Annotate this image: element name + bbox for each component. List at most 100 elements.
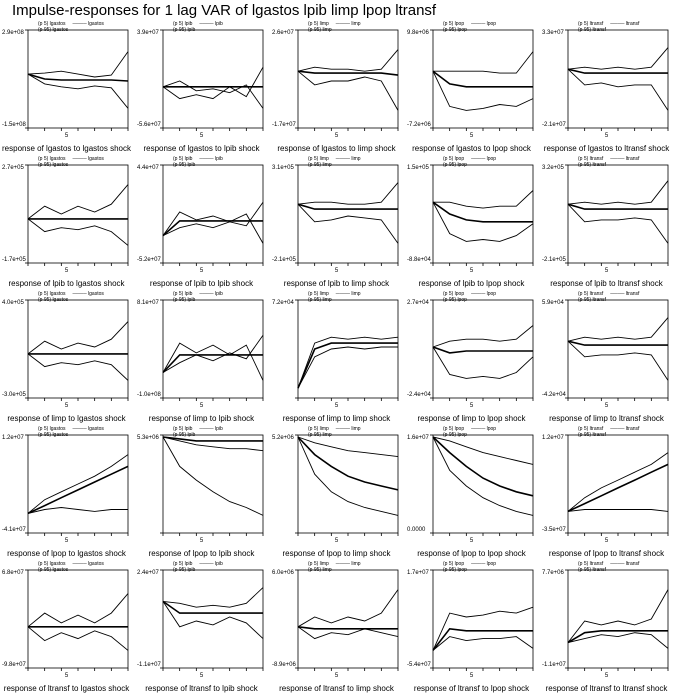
panel-caption: response of limp to lgastos shock — [0, 414, 133, 423]
panel-legend: (p 5) limp ──── limp (p 95) limp — [308, 291, 361, 303]
panel-legend: (p 5) ltransf ──── ltransf (p 95) ltrans… — [578, 561, 639, 573]
x-axis-tick: 5 — [470, 133, 473, 139]
chart-panel: (p 5) limp ──── limp (p 95) limp 5.2e+06 5… — [270, 425, 403, 558]
y-axis-min: -3.0e+05 — [2, 392, 26, 398]
panel-caption: response of lpop to limp shock — [270, 549, 403, 558]
y-axis-min: -5.2e+07 — [137, 257, 161, 263]
panel-legend: (p 5) lpib ──── lpib (p 95) lpib — [173, 561, 223, 573]
chart-panel: (p 5) ltransf ──── ltransf (p 95) ltrans… — [540, 425, 673, 558]
chart-panel: (p 5) limp ──── limp (p 95) limp6.0e+06-… — [270, 560, 403, 693]
y-axis-max: 8.1e+07 — [137, 300, 159, 306]
y-axis-max: 5.3e+06 — [137, 435, 159, 441]
chart-panel: (p 5) lpib ──── lpib (p 95) lpib4.4e+07-… — [135, 155, 268, 288]
x-axis-tick: 5 — [200, 538, 203, 544]
y-axis-max: 3.3e+07 — [542, 30, 564, 36]
y-axis-min: -1.5e+08 — [2, 122, 26, 128]
panel-legend: (p 5) limp ──── limp (p 95) limp — [308, 561, 361, 573]
y-axis-min: -3.5e+07 — [542, 527, 566, 533]
y-axis-max: 7.7e+06 — [542, 570, 564, 576]
chart-panel: (p 5) ltransf ──── ltransf (p 95) ltrans… — [540, 560, 673, 693]
panel-legend: (p 5) limp ──── limp (p 95) limp — [308, 426, 361, 438]
x-axis-tick: 5 — [335, 673, 338, 679]
panel-caption: response of ltransf to ltransf shock — [540, 684, 673, 693]
panel-legend: (p 5) lgastos ──── lgastos (p 95) lgasto… — [38, 21, 104, 33]
x-axis-tick: 5 — [200, 403, 203, 409]
x-axis-tick: 5 — [335, 538, 338, 544]
panel-legend: (p 5) ltransf ──── ltransf (p 95) ltrans… — [578, 426, 639, 438]
y-axis-max: 4.4e+07 — [137, 165, 159, 171]
panel-legend: (p 5) lpop ──── lpop (p 95) lpop — [443, 291, 496, 303]
y-axis-max: 5.2e+06 — [272, 435, 294, 441]
panel-legend: (p 5) lgastos ──── lgastos (p 95) lgasto… — [38, 561, 104, 573]
y-axis-max: 6.8e+07 — [2, 570, 24, 576]
x-axis-tick: 5 — [605, 538, 608, 544]
y-axis-min: -1.0e+08 — [137, 392, 161, 398]
x-axis-tick: 5 — [335, 268, 338, 274]
x-axis-tick: 5 — [200, 133, 203, 139]
y-axis-max: 2.4e+07 — [137, 570, 159, 576]
y-axis-min: -2.1e+05 — [542, 257, 566, 263]
chart-panel: (p 5) lgastos ──── lgastos (p 95) lgasto… — [0, 20, 133, 153]
x-axis-tick: 5 — [605, 403, 608, 409]
y-axis-max: 6.0e+06 — [272, 570, 294, 576]
chart-panel: (p 5) lgastos ──── lgastos (p 95) lgasto… — [0, 155, 133, 288]
chart-panel: (p 5) lgastos ──── lgastos (p 95) lgasto… — [0, 425, 133, 558]
panel-grid: (p 5) lgastos ──── lgastos (p 95) lgasto… — [0, 20, 673, 693]
chart-panel: (p 5) ltransf ──── ltransf (p 95) ltrans… — [540, 20, 673, 153]
panel-legend: (p 5) lpib ──── lpib (p 95) lpib — [173, 291, 223, 303]
panel-caption: response of lgastos to limp shock — [270, 144, 403, 153]
y-axis-max: 2.7e+04 — [407, 300, 429, 306]
panel-caption: response of lpib to limp shock — [270, 279, 403, 288]
chart-panel: (p 5) lpib ──── lpib (p 95) lpib3.9e+07-… — [135, 20, 268, 153]
y-axis-min: -1.7e+05 — [2, 257, 26, 263]
y-axis-max: 1.2e+07 — [542, 435, 564, 441]
chart-panel: (p 5) lpib ──── lpib (p 95) lpib5.3e+065… — [135, 425, 268, 558]
panel-caption: response of ltransf to lgastos shock — [0, 684, 133, 693]
panel-legend: (p 5) limp ──── limp (p 95) limp — [308, 21, 361, 33]
panel-legend: (p 5) lpop ──── lpop (p 95) lpop — [443, 426, 496, 438]
x-axis-tick: 5 — [335, 133, 338, 139]
y-axis-max: 7.2e+04 — [272, 300, 294, 306]
x-axis-tick: 5 — [605, 268, 608, 274]
y-axis-max: 1.5e+05 — [407, 165, 429, 171]
chart-panel: (p 5) ltransf ──── ltransf (p 95) ltrans… — [540, 290, 673, 423]
panel-legend: (p 5) lpop ──── lpop (p 95) lpop — [443, 561, 496, 573]
y-axis-max: 1.6e+07 — [407, 435, 429, 441]
page-title: Impulse-responses for 1 lag VAR of lgast… — [12, 2, 436, 19]
chart-panel: (p 5) lpop ──── lpop (p 95) lpop 1.5e+05 -… — [405, 155, 538, 288]
panel-legend: (p 5) lpop ──── lpop (p 95) lpop — [443, 21, 496, 33]
x-axis-tick: 5 — [470, 673, 473, 679]
panel-caption: response of limp to lpop shock — [405, 414, 538, 423]
x-axis-tick: 5 — [65, 268, 68, 274]
chart-panel: (p 5) lpib ──── lpib (p 95) lpib2.4e+07-… — [135, 560, 268, 693]
x-axis-tick: 5 — [65, 538, 68, 544]
panel-legend: (p 5) lpop ──── lpop (p 95) lpop — [443, 156, 496, 168]
panel-caption: response of lpop to lpop shock — [405, 549, 538, 558]
y-axis-min: -2.1e+05 — [272, 257, 296, 263]
chart-panel: (p 5) lpop ──── lpop (p 95) lpop1.7e+07-… — [405, 560, 538, 693]
y-axis-max: 2.9e+08 — [2, 30, 24, 36]
y-axis-min: -5.4e+07 — [407, 662, 431, 668]
y-axis-max: 2.7e+05 — [2, 165, 24, 171]
panel-legend: (p 5) lpib ──── lpib (p 95) lpib — [173, 21, 223, 33]
y-axis-min: -1.7e+07 — [272, 122, 296, 128]
x-axis-tick: 5 — [200, 268, 203, 274]
x-axis-tick: 5 — [470, 268, 473, 274]
panel-caption: response of ltransf to lpop shock — [405, 684, 538, 693]
y-axis-min: -7.2e+06 — [407, 122, 431, 128]
y-axis-min: -4.1e+07 — [2, 527, 26, 533]
y-axis-min: -8.8e+04 — [407, 257, 431, 263]
y-axis-max: 9.8e+06 — [407, 30, 429, 36]
chart-panel: (p 5) limp ──── limp (p 95) limp7.2e+045… — [270, 290, 403, 423]
panel-caption: response of limp to limp shock — [270, 414, 403, 423]
panel-caption: response of lpib to lgastos shock — [0, 279, 133, 288]
chart-panel: (p 5) lpop ──── lpop (p 95) lpop 9.8e+06 -… — [405, 20, 538, 153]
panel-caption: response of lpop to lpib shock — [135, 549, 268, 558]
y-axis-max: 1.2e+07 — [2, 435, 24, 441]
chart-panel: (p 5) lpop ──── lpop (p 95) lpop 2.7e+04 -… — [405, 290, 538, 423]
y-axis-max: 3.2e+05 — [542, 165, 564, 171]
panel-caption: response of lpib to ltransf shock — [540, 279, 673, 288]
chart-panel: (p 5) lgastos ──── lgastos (p 95) lgasto… — [0, 560, 133, 693]
panel-caption: response of lpop to lgastos shock — [0, 549, 133, 558]
y-axis-min: -2.4e+04 — [407, 392, 431, 398]
